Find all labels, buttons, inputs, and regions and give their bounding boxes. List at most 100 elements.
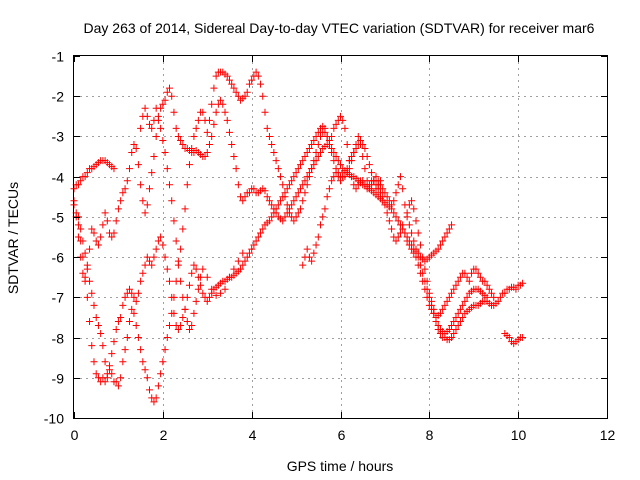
- data-point: [143, 201, 151, 209]
- data-point: [130, 293, 138, 301]
- data-point: [92, 237, 100, 245]
- data-point: [114, 382, 122, 390]
- data-point: [170, 217, 178, 225]
- data-point: [81, 277, 89, 285]
- data-point: [294, 209, 302, 217]
- data-point: [101, 358, 109, 366]
- data-point: [185, 161, 193, 169]
- series-track-c: [70, 84, 456, 285]
- data-point: [92, 370, 100, 378]
- data-point: [285, 181, 293, 189]
- data-point: [134, 334, 142, 342]
- data-point: [165, 277, 173, 285]
- data-point: [161, 253, 169, 261]
- data-point: [374, 181, 382, 189]
- data-point: [165, 321, 173, 329]
- data-point: [97, 330, 105, 338]
- data-point: [146, 185, 154, 193]
- data-point: [110, 165, 118, 173]
- data-point: [199, 108, 207, 116]
- data-point: [390, 197, 398, 205]
- data-point: [108, 350, 116, 358]
- data-point: [203, 128, 211, 136]
- data-point: [345, 157, 353, 165]
- data-point: [250, 185, 258, 193]
- data-point: [132, 145, 140, 153]
- data-point: [137, 346, 145, 354]
- data-point: [252, 237, 260, 245]
- data-point: [94, 321, 102, 329]
- data-point: [405, 221, 413, 229]
- data-point: [257, 229, 265, 237]
- data-point: [234, 181, 242, 189]
- data-point: [177, 321, 185, 329]
- data-point: [448, 221, 456, 229]
- grid: [74, 56, 607, 418]
- data-point: [74, 221, 82, 229]
- y-tick-label: -5: [52, 210, 65, 226]
- data-point: [325, 185, 333, 193]
- data-point: [157, 233, 165, 241]
- data-point: [319, 213, 327, 221]
- data-point: [301, 153, 309, 161]
- series-track-d: [137, 104, 527, 348]
- data-point: [205, 140, 213, 148]
- data-point: [268, 213, 276, 221]
- data-point: [183, 317, 191, 325]
- data-point: [332, 169, 340, 177]
- data-point: [394, 217, 402, 225]
- data-point: [243, 88, 251, 96]
- data-point: [261, 108, 269, 116]
- data-point: [245, 80, 253, 88]
- data-point: [241, 92, 249, 100]
- data-point: [79, 237, 87, 245]
- data-point: [363, 153, 371, 161]
- data-point: [210, 120, 218, 128]
- data-point: [474, 269, 482, 277]
- data-point: [332, 153, 340, 161]
- data-point: [241, 193, 249, 201]
- data-point: [383, 209, 391, 217]
- x-axis-label: GPS time / hours: [287, 458, 394, 474]
- x-tick-label: 4: [249, 427, 257, 443]
- data-point: [192, 297, 200, 305]
- data-point: [243, 253, 251, 261]
- data-point: [139, 197, 147, 205]
- data-point: [439, 237, 447, 245]
- data-point: [148, 169, 156, 177]
- data-point: [139, 269, 147, 277]
- data-point: [208, 132, 216, 140]
- data-point: [519, 334, 527, 342]
- data-point: [436, 241, 444, 249]
- y-tick-label: -1: [52, 49, 65, 65]
- data-point: [343, 140, 351, 148]
- data-point: [323, 132, 331, 140]
- data-point: [365, 161, 373, 169]
- data-point: [288, 177, 296, 185]
- data-point: [141, 104, 149, 112]
- data-point: [334, 157, 342, 165]
- data-point: [190, 309, 198, 317]
- data-point: [292, 213, 300, 221]
- data-point: [441, 301, 449, 309]
- data-point: [379, 185, 387, 193]
- data-point: [137, 277, 145, 285]
- data-point: [128, 149, 136, 157]
- data-point: [197, 273, 205, 281]
- data-point: [352, 185, 360, 193]
- data-point: [272, 157, 280, 165]
- data-point: [456, 273, 464, 281]
- data-point: [97, 233, 105, 241]
- data-point: [485, 285, 493, 293]
- data-point: [297, 185, 305, 193]
- data-point: [119, 301, 127, 309]
- data-point: [294, 165, 302, 173]
- data-point: [441, 233, 449, 241]
- data-point: [239, 261, 247, 269]
- data-point: [290, 217, 298, 225]
- data-point: [248, 245, 256, 253]
- data-point: [292, 193, 300, 201]
- data-point: [359, 140, 367, 148]
- data-point: [174, 257, 182, 265]
- data-point: [223, 116, 231, 124]
